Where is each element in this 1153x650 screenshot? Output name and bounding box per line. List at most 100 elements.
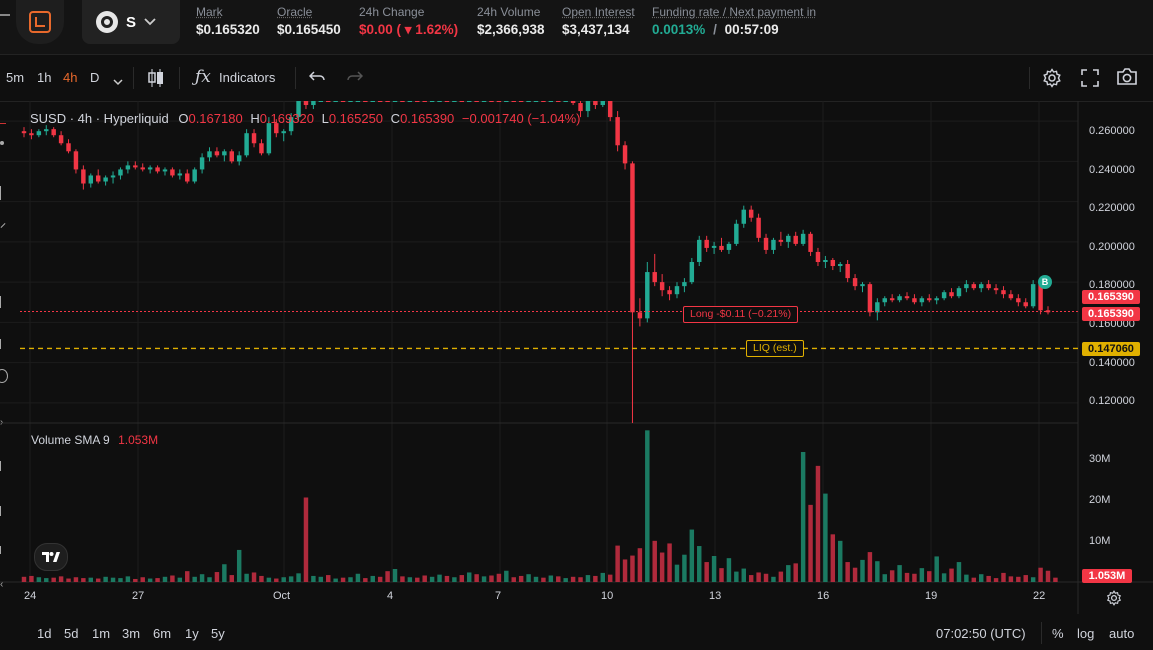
undo-icon[interactable] xyxy=(308,70,325,89)
volume-bar xyxy=(793,563,798,582)
log-toggle[interactable]: log xyxy=(1077,626,1095,641)
volume-legend-value: 1.053M xyxy=(118,433,159,447)
candle-body xyxy=(429,101,435,102)
volume-bar xyxy=(1030,577,1036,582)
zoom-tool-icon[interactable] xyxy=(0,546,7,554)
measure-tool-icon[interactable] xyxy=(0,506,6,516)
price-chart[interactable] xyxy=(0,101,1153,614)
volume-bar xyxy=(81,578,86,582)
volume-bar xyxy=(281,577,286,582)
stat-label: Open Interest xyxy=(562,5,635,19)
candle-body xyxy=(81,169,86,184)
volume-bar xyxy=(66,578,71,582)
candle-body xyxy=(44,129,49,132)
range-1y[interactable]: 1y xyxy=(185,626,199,641)
trend-line-tool-icon[interactable] xyxy=(0,186,6,200)
pattern-tool-icon[interactable] xyxy=(0,339,6,349)
settings-gear-icon[interactable] xyxy=(1042,68,1062,93)
range-6m[interactable]: 6m xyxy=(153,626,172,641)
candle-body xyxy=(140,167,145,170)
indicators-button[interactable]: Indicators xyxy=(219,70,276,85)
volume-bar xyxy=(978,574,984,582)
price-scale[interactable]: 0.260000 0.240000 0.220000 0.200000 0.18… xyxy=(1078,101,1153,581)
text-tool-icon[interactable] xyxy=(0,461,6,471)
price-tick: 0.240000 xyxy=(1089,164,1135,176)
volume-bar xyxy=(800,452,806,582)
volume-tick: 10M xyxy=(1089,535,1111,547)
candle-body xyxy=(1001,290,1006,295)
candle-body xyxy=(392,101,398,102)
menu-edge-icon[interactable] xyxy=(0,14,10,16)
candle-body xyxy=(674,286,680,295)
candle-body xyxy=(927,298,932,301)
candle-body xyxy=(652,272,657,283)
ohlc-o-label: O xyxy=(178,111,189,126)
candle-body xyxy=(622,145,628,164)
symbol-selector[interactable]: S xyxy=(82,0,180,44)
volume-bar xyxy=(392,569,398,582)
ohlc-c-label: C xyxy=(390,111,401,126)
long-position-label[interactable]: Long -$0.11 (−0.21%) xyxy=(683,306,799,323)
volume-bar xyxy=(667,543,672,582)
candle-body xyxy=(823,259,828,262)
candle-body xyxy=(600,101,606,106)
volume-bar xyxy=(274,578,279,582)
range-3m[interactable]: 3m xyxy=(122,626,141,641)
interval-chevron-down-icon[interactable] xyxy=(113,73,123,91)
volume-bar xyxy=(185,571,190,582)
candle-body xyxy=(29,133,34,136)
volume-bar xyxy=(682,554,687,582)
toolbar-divider xyxy=(1029,67,1030,89)
volume-bar xyxy=(578,577,583,582)
candle-type-icon[interactable] xyxy=(147,68,165,93)
price-tick: 0.140000 xyxy=(1089,357,1135,369)
stat-label: Funding rate / Next payment in xyxy=(652,5,817,19)
redo-icon[interactable] xyxy=(347,70,364,89)
collapse-tools-icon[interactable]: ‹ xyxy=(0,579,4,590)
volume-bar xyxy=(593,575,598,582)
liq-estimate-label[interactable]: LIQ (est.) xyxy=(746,340,804,357)
camera-icon[interactable] xyxy=(1116,68,1138,91)
volume-bar xyxy=(207,577,212,582)
candle-body xyxy=(971,284,977,289)
candle-body xyxy=(177,173,183,176)
utc-clock[interactable]: 07:02:50 (UTC) xyxy=(936,626,1026,641)
candle-body xyxy=(941,292,947,299)
percent-toggle[interactable]: % xyxy=(1052,626,1064,641)
candle-body xyxy=(548,101,554,102)
dot-tool-icon[interactable] xyxy=(0,141,4,145)
candle-body xyxy=(800,233,806,244)
volume-bars xyxy=(21,430,1058,582)
app-logo-button[interactable] xyxy=(16,0,64,44)
crosshair-tool-icon[interactable] xyxy=(0,123,6,124)
shape-tool-icon[interactable] xyxy=(0,369,8,383)
buy-marker[interactable]: B xyxy=(1038,275,1052,289)
time-scale-settings-icon[interactable] xyxy=(1106,590,1122,611)
candle-body xyxy=(993,288,999,291)
volume-bar xyxy=(556,576,561,582)
volume-bar xyxy=(875,561,880,582)
interval-d[interactable]: D xyxy=(90,70,100,85)
tradingview-logo[interactable] xyxy=(34,543,68,571)
interval-1h[interactable]: 1h xyxy=(37,70,52,85)
range-1d[interactable]: 1d xyxy=(37,626,52,641)
volume-bar xyxy=(763,573,769,582)
fib-tool-icon[interactable] xyxy=(0,296,6,308)
range-1m[interactable]: 1m xyxy=(92,626,111,641)
range-5y[interactable]: 5y xyxy=(211,626,225,641)
candle-body xyxy=(155,167,160,172)
fullscreen-icon[interactable] xyxy=(1081,69,1099,92)
auto-toggle[interactable]: auto xyxy=(1109,626,1135,641)
candle-body xyxy=(949,292,954,297)
range-5d[interactable]: 5d xyxy=(64,626,79,641)
interval-5m[interactable]: 5m xyxy=(6,70,25,85)
interval-4h[interactable]: 4h xyxy=(63,70,78,85)
volume-bar xyxy=(704,562,709,582)
volume-bar xyxy=(652,540,657,582)
volume-tick: 30M xyxy=(1089,453,1111,465)
toolbar-divider xyxy=(295,67,296,89)
indicators-icon[interactable]: ƒx xyxy=(195,67,211,87)
volume-bar xyxy=(363,578,368,582)
symbol-label: S xyxy=(126,13,137,31)
volume-bar xyxy=(348,577,353,582)
